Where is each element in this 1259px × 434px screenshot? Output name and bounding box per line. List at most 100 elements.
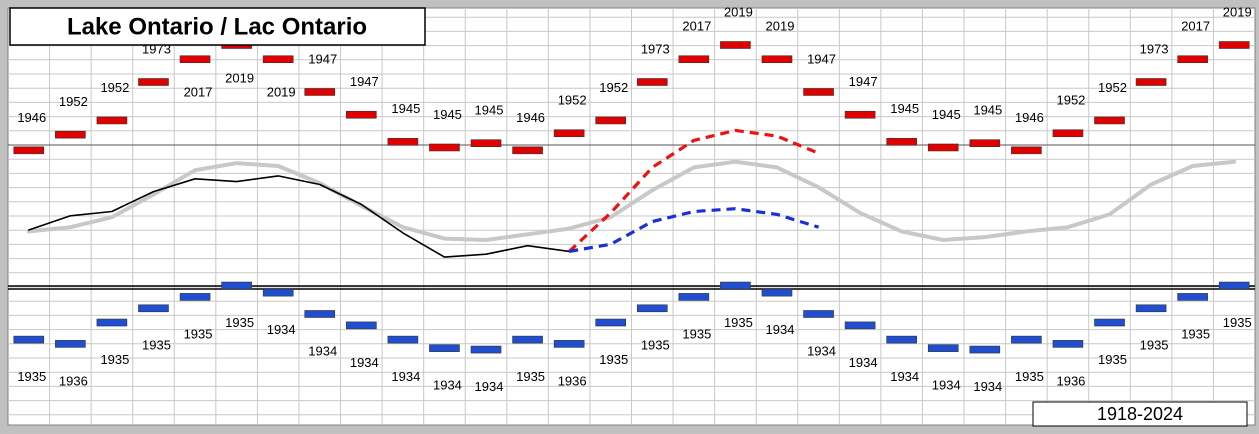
level-marker [1218, 281, 1250, 290]
year-label: 1934 [890, 369, 919, 384]
year-label: 1947 [350, 74, 379, 89]
level-marker [387, 335, 419, 344]
level-marker [1052, 129, 1084, 138]
level-marker [96, 116, 128, 125]
year-label: 1952 [1056, 93, 1085, 108]
level-marker [761, 55, 793, 64]
forecast-line [568, 128, 820, 253]
year-label: 1934 [308, 343, 337, 358]
level-marker [13, 335, 45, 344]
level-marker [1094, 318, 1125, 327]
recorded-line [28, 175, 570, 258]
year-label: 1945 [391, 101, 420, 116]
year-label: 1935 [1015, 369, 1044, 384]
year-label: 1946 [1015, 110, 1044, 125]
year-label: 1935 [641, 338, 670, 353]
year-label: 1935 [724, 315, 753, 330]
year-label: 1934 [807, 343, 836, 358]
year-label: 1936 [558, 373, 587, 388]
level-marker [886, 335, 917, 344]
level-marker [969, 139, 1001, 148]
year-label: 1946 [17, 110, 46, 125]
year-label: 1952 [599, 80, 628, 95]
year-label: 1935 [1098, 352, 1127, 367]
level-marker [13, 146, 45, 155]
year-label: 2019 [225, 70, 254, 85]
level-marker [720, 41, 751, 49]
year-label: 1934 [973, 379, 1002, 394]
year-label: 1935 [142, 338, 171, 353]
year-label: 1945 [890, 101, 919, 116]
year-label: 1945 [932, 107, 961, 122]
level-marker [55, 340, 86, 348]
year-label: 2019 [267, 85, 296, 100]
level-marker [636, 78, 668, 86]
level-marker [678, 293, 710, 301]
level-marker [1218, 41, 1250, 49]
level-marker [96, 318, 128, 327]
level-marker [262, 288, 294, 297]
year-label: 1947 [308, 51, 337, 66]
year-label: 1934 [475, 379, 504, 394]
year-label: 1934 [766, 322, 795, 337]
title-box [9, 7, 426, 46]
level-marker [803, 310, 834, 318]
year-label: 1947 [849, 74, 878, 89]
level-marker [346, 321, 377, 330]
level-marker [1135, 78, 1167, 86]
year-label: 1945 [973, 103, 1002, 118]
level-marker [636, 304, 668, 313]
year-label: 1935 [225, 315, 254, 330]
year-label: 1945 [475, 103, 504, 118]
level-marker [55, 130, 86, 139]
year-label: 1935 [599, 352, 628, 367]
year-label: 1936 [1056, 373, 1085, 388]
level-marker [927, 143, 959, 152]
year-label: 1934 [932, 378, 961, 393]
level-marker [470, 139, 502, 148]
level-marker [595, 318, 627, 327]
year-label: 1952 [100, 80, 129, 95]
level-marker [553, 129, 585, 138]
year-label: 1945 [433, 107, 462, 122]
year-label: 1952 [558, 93, 587, 108]
year-label: 1934 [267, 322, 296, 337]
year-label: 1935 [17, 369, 46, 384]
level-marker [1135, 304, 1167, 313]
year-label: 1934 [849, 355, 878, 370]
period: 1918-2024 [1097, 404, 1183, 424]
year-label: 1952 [1098, 80, 1127, 95]
marks: 1946 1952 1952 1973 2017 2019 2019 1947 1947 1945… [13, 4, 1252, 394]
level-marker [844, 110, 876, 119]
year-label: 1934 [350, 355, 379, 370]
level-marker [346, 110, 377, 119]
year-label: 1935 [100, 352, 129, 367]
level-marker [429, 143, 460, 152]
level-marker [553, 340, 585, 348]
year-label: 1935 [682, 326, 711, 341]
level-marker [470, 345, 502, 354]
year-label: 1934 [433, 378, 462, 393]
year-label: 1952 [59, 94, 88, 109]
year-label: 1935 [516, 369, 545, 384]
level-marker [969, 345, 1001, 354]
year-label: 1973 [1140, 41, 1169, 56]
year-label: 1946 [516, 110, 545, 125]
year-label: 1935 [1140, 338, 1169, 353]
level-marker [512, 146, 543, 155]
level-marker [179, 55, 211, 64]
year-label: 1936 [59, 373, 88, 388]
level-marker [138, 304, 169, 313]
chart-title: Lake Ontario / Lac Ontario [67, 13, 367, 40]
level-marker [803, 88, 834, 96]
year-label: 2019 [766, 19, 795, 34]
level-marker [304, 310, 336, 318]
level-marker [1177, 55, 1208, 64]
level-marker [262, 55, 294, 64]
year-label: 1973 [641, 41, 670, 56]
year-label: 1934 [391, 369, 420, 384]
level-marker [844, 321, 876, 330]
year-label: 2017 [1181, 19, 1210, 34]
year-label: 2019 [1223, 4, 1252, 19]
